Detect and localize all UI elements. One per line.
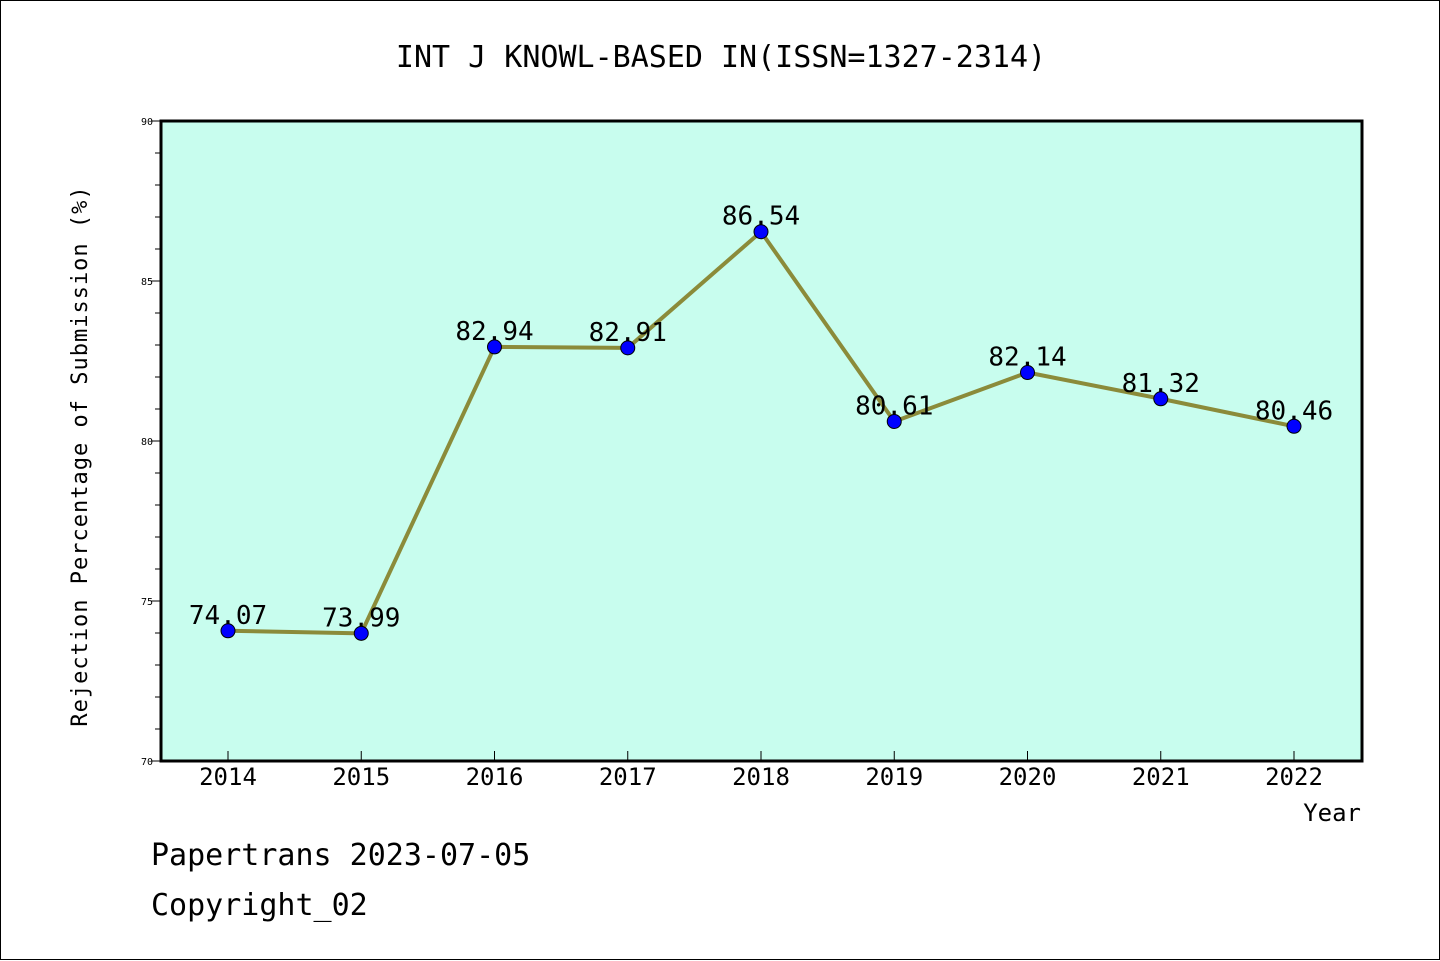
chart-title: INT J KNOWL-BASED IN(ISSN=1327-2314): [396, 40, 1046, 75]
x-tick-label: 2018: [732, 763, 790, 791]
data-label: 81.32: [1122, 369, 1200, 399]
data-point: [220, 623, 236, 639]
data-label: 86.54: [722, 202, 800, 232]
data-label: 74.07: [189, 601, 267, 631]
data-point: [1153, 391, 1169, 407]
x-tick-label: 2016: [466, 763, 524, 791]
data-label: 82.14: [988, 343, 1066, 373]
y-axis-label: Rejection Percentage of Submission (%): [68, 185, 93, 726]
x-tick-label: 2020: [999, 763, 1057, 791]
footer-copyright: Copyright_02: [151, 888, 368, 923]
x-tick-label: 2022: [1265, 763, 1323, 791]
data-point: [1286, 418, 1302, 434]
x-tick-label: 2015: [332, 763, 390, 791]
data-label: 82.94: [455, 317, 533, 347]
data-point: [753, 224, 769, 240]
series-group: 74.07 73.99 82.94 82.91 86.54 80.61 82.14 81.32…: [189, 202, 1333, 641]
data-point: [353, 625, 369, 641]
data-label: 73.99: [322, 603, 400, 633]
y-tick-label: 70: [141, 757, 153, 768]
y-tick-label: 85: [141, 277, 153, 288]
data-label: 80.61: [855, 391, 933, 421]
x-tick-label: 2021: [1132, 763, 1190, 791]
data-point: [886, 413, 902, 429]
x-tick-label: 2019: [865, 763, 923, 791]
y-tick-label: 75: [141, 597, 153, 608]
data-label: 82.91: [589, 318, 667, 348]
y-axis: 70 75 80 85 90: [141, 117, 161, 768]
y-tick-label: 80: [141, 437, 153, 448]
data-point: [1020, 365, 1035, 381]
footer-date: Papertrans 2023-07-05: [151, 838, 530, 873]
x-axis-label: Year: [1303, 799, 1361, 827]
x-tick-label: 2017: [599, 763, 657, 791]
data-label: 80.46: [1255, 396, 1333, 426]
data-point: [487, 339, 502, 355]
y-tick-label: 90: [141, 117, 153, 128]
x-axis: 2014 2015 2016 2017 2018 2019 2020 2021 2022: [199, 751, 1323, 791]
data-point: [620, 340, 636, 356]
x-tick-label: 2014: [199, 763, 257, 791]
